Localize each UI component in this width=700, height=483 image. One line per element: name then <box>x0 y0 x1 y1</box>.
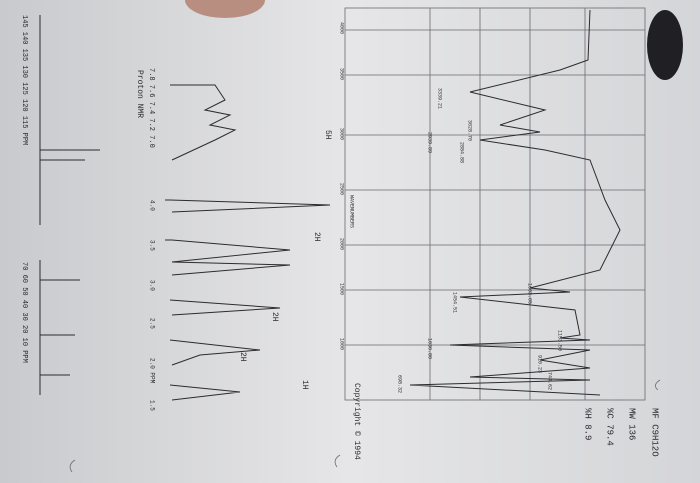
ir-axis-label: 4000 <box>339 22 345 34</box>
ir-peak-label: 3339.21 <box>437 88 443 109</box>
ir-peak-label: 1153.50 <box>557 330 563 351</box>
finger <box>185 0 265 18</box>
ppm-label: 3.5 <box>148 240 155 251</box>
integration: 2H <box>312 232 321 242</box>
ir-axis-label: 1500 <box>339 283 345 295</box>
ir-peak-label: 1603.05 <box>527 283 533 304</box>
c13-axis: 70 60 50 40 30 20 10 PPM <box>20 262 28 363</box>
hydrogen-percent: %H 8.9 <box>583 408 593 440</box>
ppm-label: 1.5 <box>148 400 155 411</box>
ppm-label: 2.5 <box>148 318 155 329</box>
ppm-label: 2.0 PPM <box>148 358 155 384</box>
ir-peak-label: 1454.51 <box>452 292 458 313</box>
ir-axis-label: 2000 <box>339 238 345 250</box>
ir-peak-label: 2884.88 <box>459 142 465 163</box>
ir-peak-label: 2939.89 <box>427 132 433 153</box>
ir-axis-label: 3500 <box>339 68 345 80</box>
copyright: Copyright © 1994 <box>352 383 361 460</box>
ir-axis-label: 3000 <box>339 128 345 140</box>
integration: 5H <box>323 130 332 140</box>
ir-axis-label: 1000 <box>339 338 345 350</box>
c13-axis: 145 140 135 130 125 120 115 PPM <box>20 15 28 145</box>
labels: MF C9H12O MW 136 %C 79.4 %H 8.9 WAVENUMBERS 4… <box>20 15 659 460</box>
integration: 2H <box>238 352 247 362</box>
inset-axis: 7.8 7.6 7.4 7.2 7.0 <box>147 68 155 148</box>
ink-blot <box>647 10 683 80</box>
formula: MF C9H12O <box>650 408 660 457</box>
ir-peak-label: 744.62 <box>547 372 553 390</box>
ir-spectrum <box>409 9 621 396</box>
proton-title: Proton NMR <box>135 70 144 118</box>
ir-peak-label: 910.23 <box>537 355 543 373</box>
integration: 2H <box>270 312 279 322</box>
carbon-spectrum <box>39 15 100 395</box>
ir-grid <box>344 7 646 401</box>
ir-peak-label: 3028.70 <box>467 120 473 141</box>
molecular-weight: MW 136 <box>627 408 637 440</box>
proton-spectrum <box>165 84 331 401</box>
carbon-percent: %C 79.4 <box>605 408 615 446</box>
ppm-label: 3.0 <box>148 280 155 291</box>
marks <box>69 379 661 473</box>
ppm-label: 4.0 <box>148 200 155 211</box>
ir-peak-label: 1030.80 <box>427 338 433 359</box>
ir-axis-label: 2500 <box>339 183 345 195</box>
ir-axis-title: WAVENUMBERS <box>349 195 355 228</box>
ir-peak-label: 698.32 <box>397 375 403 393</box>
integration: 1H <box>300 380 309 390</box>
